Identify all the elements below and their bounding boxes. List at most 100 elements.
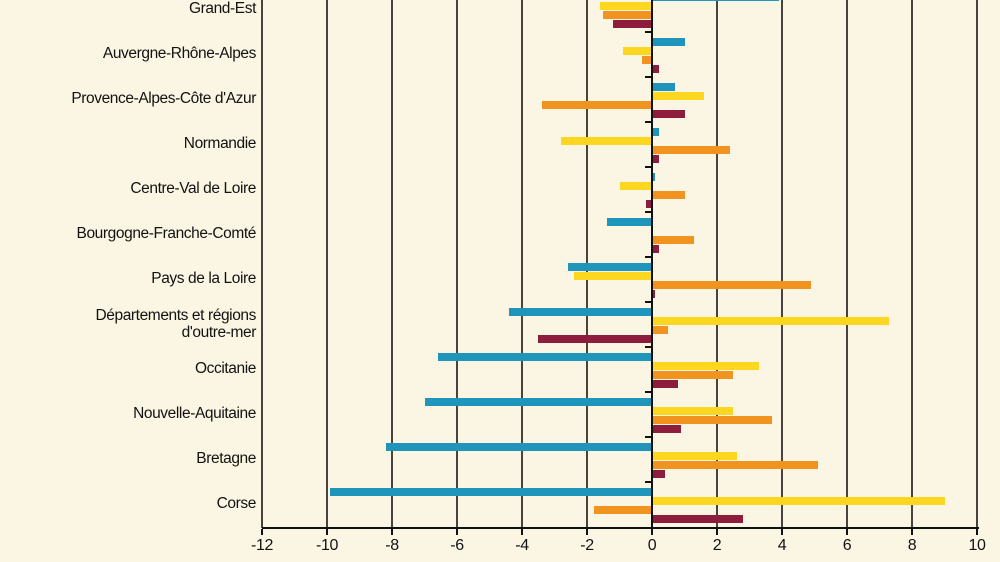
bar-bordeaux-8 xyxy=(652,380,678,388)
y-axis-group-tick-3 xyxy=(645,166,652,168)
gridline-10 xyxy=(976,0,978,528)
bar-bleu-3 xyxy=(652,128,659,136)
bar-bleu-6 xyxy=(567,263,652,271)
bar-jaune-6 xyxy=(574,272,652,280)
bar-bordeaux-4 xyxy=(645,200,652,208)
bar-bleu-0 xyxy=(652,0,779,1)
x-tick-0 xyxy=(651,529,653,535)
bar-bleu-7 xyxy=(509,308,652,316)
y-axis-group-tick-5 xyxy=(645,256,652,258)
region-label-11: Corse xyxy=(216,495,257,512)
bar-orange-2 xyxy=(541,101,652,109)
region-label-2: Provence-Alpes-Côte d'Azur xyxy=(71,90,256,107)
region-label-0: Grand-Est xyxy=(188,0,256,17)
bar-bleu-8 xyxy=(437,353,652,361)
bar-jaune-2 xyxy=(652,92,704,100)
y-axis-group-tick-1 xyxy=(645,76,652,78)
bar-orange-5 xyxy=(652,236,695,244)
bar-jaune-4 xyxy=(619,182,652,190)
bar-bleu-5 xyxy=(606,218,652,226)
bar-jaune-8 xyxy=(652,362,760,370)
region-label-10: Bretagne xyxy=(196,450,256,467)
x-tick--2 xyxy=(586,529,588,535)
x-tick-6 xyxy=(846,529,848,535)
bar-bordeaux-7 xyxy=(538,335,652,343)
region-label-6: Pays de la Loire xyxy=(151,270,256,287)
x-tick-label-8: 8 xyxy=(907,537,917,554)
x-tick-label--2: -2 xyxy=(580,537,594,554)
x-tick-label-6: 6 xyxy=(842,537,852,554)
bar-bleu-4 xyxy=(652,173,656,181)
bar-jaune-0 xyxy=(600,2,652,10)
bar-orange-0 xyxy=(603,11,652,19)
region-label-1: Auvergne-Rhône-Alpes xyxy=(102,45,257,62)
y-axis-group-tick-9 xyxy=(645,436,652,438)
y-axis-group-tick-8 xyxy=(645,391,652,393)
bar-bordeaux-11 xyxy=(652,515,743,523)
gridline--12 xyxy=(261,0,263,528)
bar-orange-10 xyxy=(652,461,818,469)
bar-bordeaux-5 xyxy=(652,245,659,253)
bar-orange-8 xyxy=(652,371,734,379)
bar-jaune-3 xyxy=(561,137,652,145)
x-tick--6 xyxy=(456,529,458,535)
bar-bordeaux-9 xyxy=(652,425,682,433)
bar-orange-9 xyxy=(652,416,773,424)
gridline--6 xyxy=(456,0,458,528)
gridline-4 xyxy=(781,0,783,528)
bar-bleu-10 xyxy=(385,443,652,451)
bar-orange-3 xyxy=(652,146,730,154)
bar-bordeaux-0 xyxy=(613,20,652,28)
region-label-3: Normandie xyxy=(183,135,257,152)
y-axis-group-tick-0 xyxy=(645,31,652,33)
bar-bleu-2 xyxy=(652,83,675,91)
region-label-8: Occitanie xyxy=(194,360,256,377)
bar-bordeaux-6 xyxy=(652,290,656,298)
x-axis-line xyxy=(262,527,979,529)
y-axis-group-tick-2 xyxy=(645,121,652,123)
x-tick-label-4: 4 xyxy=(777,537,787,554)
x-tick-10 xyxy=(976,529,978,535)
x-tick--8 xyxy=(391,529,393,535)
bar-bordeaux-3 xyxy=(652,155,659,163)
y-axis-group-tick-7 xyxy=(645,346,652,348)
gridline-6 xyxy=(846,0,848,528)
bar-jaune-1 xyxy=(622,47,652,55)
y-axis-group-tick-6 xyxy=(645,301,652,303)
x-tick--4 xyxy=(521,529,523,535)
region-label-9: Nouvelle-Aquitaine xyxy=(133,405,256,422)
x-tick-label--12: -12 xyxy=(251,537,273,554)
x-tick-4 xyxy=(781,529,783,535)
y-axis-group-tick-10 xyxy=(645,481,652,483)
x-tick-8 xyxy=(911,529,913,535)
bar-orange-6 xyxy=(652,281,812,289)
bar-orange-1 xyxy=(642,56,652,64)
bar-jaune-7 xyxy=(652,317,890,325)
x-tick-label-10: 10 xyxy=(968,537,986,554)
x-tick--12 xyxy=(261,529,263,535)
bar-bleu-11 xyxy=(330,488,652,496)
x-tick-label--8: -8 xyxy=(385,537,399,554)
x-tick-label--6: -6 xyxy=(450,537,464,554)
region-label-5: Bourgogne-Franche-Comté xyxy=(76,225,257,242)
gridline-2 xyxy=(716,0,718,528)
bar-bleu-9 xyxy=(424,398,652,406)
bar-bordeaux-1 xyxy=(652,65,659,73)
gridline-8 xyxy=(911,0,913,528)
bar-jaune-9 xyxy=(652,407,734,415)
region-label-7: Départements et régions d'outre-mer xyxy=(95,306,256,341)
bar-jaune-11 xyxy=(652,497,945,505)
gridline--4 xyxy=(521,0,523,528)
region-label-4: Centre-Val de Loire xyxy=(130,180,256,197)
y-axis-group-tick-4 xyxy=(645,211,652,213)
x-tick-label--4: -4 xyxy=(515,537,529,554)
bar-orange-11 xyxy=(593,506,652,514)
zero-axis xyxy=(651,0,653,528)
bar-orange-7 xyxy=(652,326,669,334)
x-tick-label--10: -10 xyxy=(316,537,338,554)
x-tick-2 xyxy=(716,529,718,535)
bar-orange-4 xyxy=(652,191,685,199)
bar-bordeaux-10 xyxy=(652,470,665,478)
bar-bordeaux-2 xyxy=(652,110,685,118)
